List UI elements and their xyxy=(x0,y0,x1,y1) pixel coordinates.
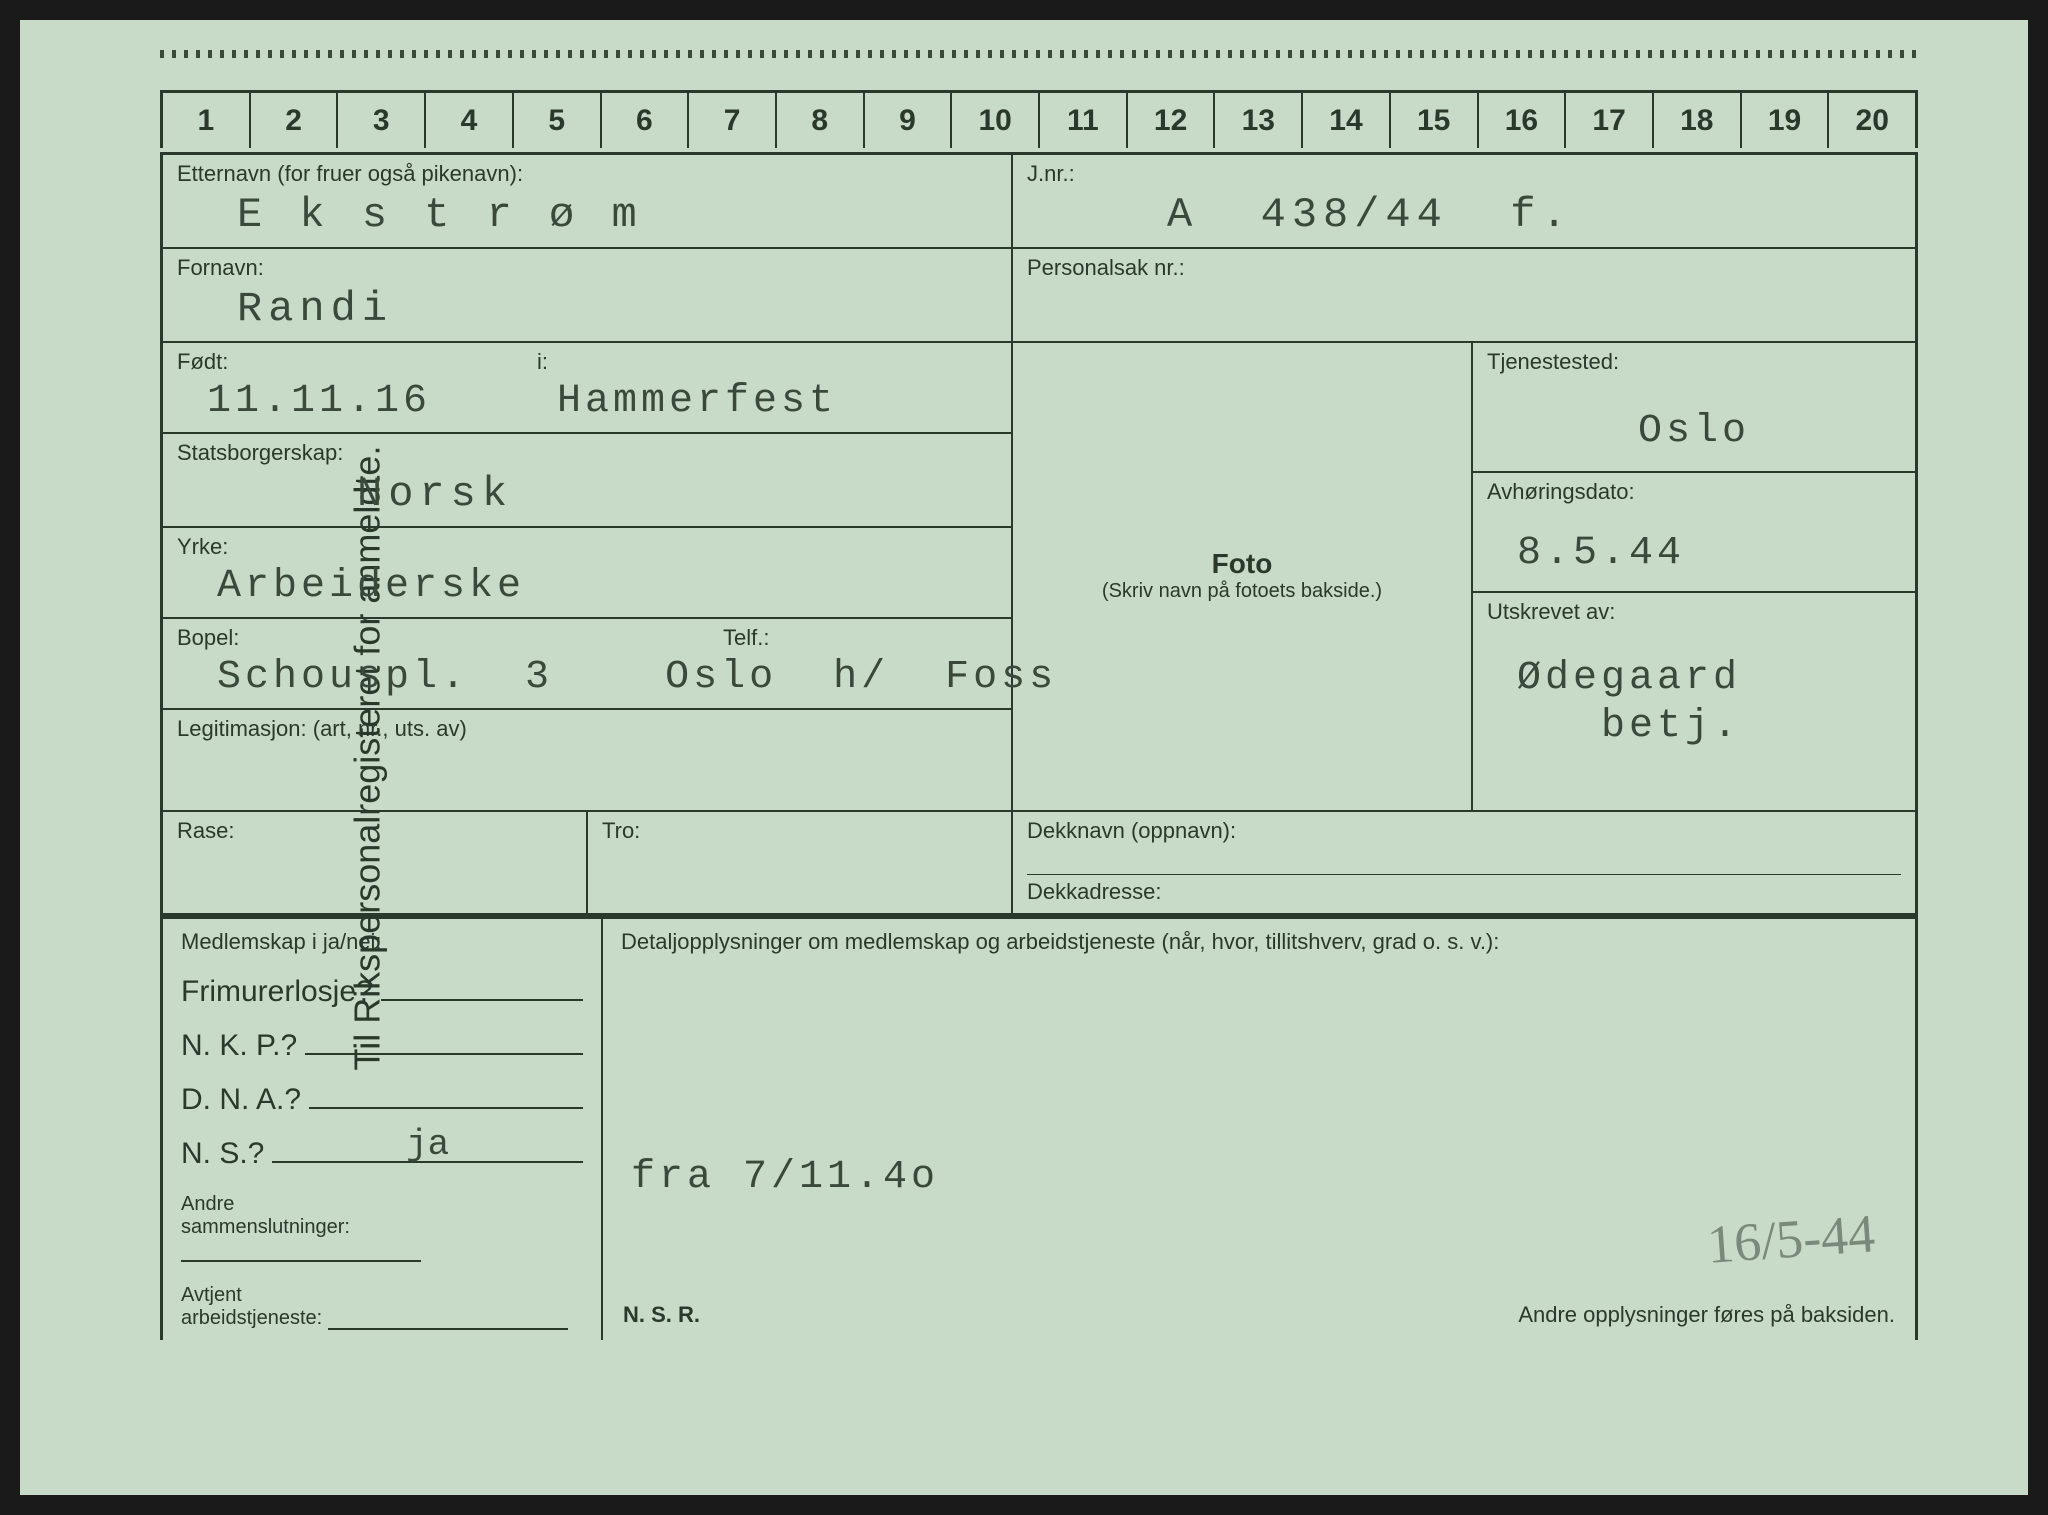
ruler-cell: 7 xyxy=(689,93,777,148)
value-utskrevet: Ødegaard betj. xyxy=(1487,625,1901,751)
label-jnr: J.nr.: xyxy=(1027,161,1901,187)
value-ns: ja xyxy=(406,1124,449,1165)
field-statsborgerskap: Statsborgerskap: Norsk xyxy=(163,434,1011,528)
value-statsborgerskap: Norsk xyxy=(177,466,997,518)
ruler-cell: 9 xyxy=(865,93,953,148)
handwritten-date: 16/5-44 xyxy=(1705,1202,1877,1276)
label-tjenestested: Tjenestested: xyxy=(1487,349,1901,375)
label-frimurerlosje: Frimurerlosje? xyxy=(181,975,373,1009)
foto-title: Foto xyxy=(1212,548,1273,580)
ruler-cell: 14 xyxy=(1303,93,1391,148)
row-dna: D. N. A.? xyxy=(181,1081,583,1117)
ruler-cell: 2 xyxy=(251,93,339,148)
label-dekknavn: Dekknavn (oppnavn): xyxy=(1027,818,1901,844)
row-avtjent: Avtjent arbeidstjeneste: xyxy=(181,1284,583,1330)
label-fornavn: Fornavn: xyxy=(177,255,997,281)
ruler-cell: 6 xyxy=(602,93,690,148)
label-statsborgerskap: Statsborgerskap: xyxy=(177,440,997,466)
field-tjenestested: Tjenestested: Oslo xyxy=(1473,343,1915,473)
foto-subtitle: (Skriv navn på fotoets bakside.) xyxy=(1102,580,1382,603)
ruler-cell: 18 xyxy=(1654,93,1742,148)
membership-section: Medlemskap i ja/nei: Frimurerlosje? N. K… xyxy=(160,916,1918,1340)
field-bopel: Bopel: Telf.: Schouspl. 3 Oslo h/ Foss xyxy=(163,619,1011,710)
registration-card: Til Rikspersonalregisteret for anmeldte.… xyxy=(20,20,2028,1495)
perforation-strip xyxy=(160,50,1918,58)
field-birthplace: i: Hammerfest xyxy=(523,343,1011,432)
value-fornavn: Randi xyxy=(177,281,997,333)
label-detaljopplysninger: Detaljopplysninger om medlemskap og arbe… xyxy=(621,929,1897,955)
field-rase: Rase: xyxy=(163,812,588,913)
ruler-cell: 15 xyxy=(1391,93,1479,148)
field-foto: Foto (Skriv navn på fotoets bakside.) xyxy=(1013,343,1473,810)
value-tjenestested: Oslo xyxy=(1487,375,1901,454)
label-bopel: Bopel: xyxy=(177,625,997,651)
label-ns: N. S.? xyxy=(181,1137,264,1171)
membership-left: Medlemskap i ja/nei: Frimurerlosje? N. K… xyxy=(163,919,603,1340)
label-tro: Tro: xyxy=(602,818,997,844)
field-etternavn: Etternavn (for fruer også pikenavn): E k… xyxy=(163,155,1013,247)
label-rase: Rase: xyxy=(177,818,572,844)
value-i: Hammerfest xyxy=(537,375,997,424)
row-ns: N. S.? ja xyxy=(181,1135,583,1171)
label-dekkadresse: Dekkadresse: xyxy=(1027,879,1901,905)
ruler-cell: 17 xyxy=(1566,93,1654,148)
ruler-cell: 8 xyxy=(777,93,865,148)
label-utskrevet: Utskrevet av: xyxy=(1487,599,1901,625)
label-nkp: N. K. P.? xyxy=(181,1029,297,1063)
ruler-cell: 1 xyxy=(163,93,251,148)
value-etternavn: E k s t r ø m xyxy=(177,187,997,239)
label-andre-samm: Andre sammenslutninger: xyxy=(181,1193,350,1238)
ruler-cell: 12 xyxy=(1128,93,1216,148)
label-etternavn: Etternavn (for fruer også pikenavn): xyxy=(177,161,997,187)
field-yrke: Yrke: Arbeiderske xyxy=(163,528,1011,619)
ruler-cell: 16 xyxy=(1479,93,1567,148)
row-andre-samm: Andre sammenslutninger: xyxy=(181,1193,583,1262)
label-yrke: Yrke: xyxy=(177,534,997,560)
label-fodt: Født: xyxy=(177,349,509,375)
value-jnr: A 438/44 f. xyxy=(1027,187,1901,239)
field-tro: Tro: xyxy=(588,812,1013,913)
value-yrke: Arbeiderske xyxy=(177,560,997,609)
label-legitimasjon: Legitimasjon: (art, nr., uts. av) xyxy=(177,716,997,742)
ruler-cell: 20 xyxy=(1829,93,1915,148)
value-ns-detail: fra 7/11.4o xyxy=(621,955,1897,1200)
field-avhoringsdato: Avhøringsdato: 8.5.44 xyxy=(1473,473,1915,593)
label-telf: Telf.: xyxy=(723,625,769,651)
membership-right: Detaljopplysninger om medlemskap og arbe… xyxy=(603,919,1915,1340)
field-legitimasjon: Legitimasjon: (art, nr., uts. av) xyxy=(163,710,1011,810)
field-utskrevet: Utskrevet av: Ødegaard betj. xyxy=(1473,593,1915,810)
field-fornavn: Fornavn: Randi xyxy=(163,249,1013,341)
field-jnr: J.nr.: A 438/44 f. xyxy=(1013,155,1915,247)
ruler-cell: 13 xyxy=(1215,93,1303,148)
ruler-cell: 4 xyxy=(426,93,514,148)
label-dna: D. N. A.? xyxy=(181,1083,301,1117)
label-personalsak: Personalsak nr.: xyxy=(1027,255,1901,281)
column-ruler: 1 2 3 4 5 6 7 8 9 10 11 12 13 14 15 16 1… xyxy=(160,90,1918,148)
form-grid: Etternavn (for fruer også pikenavn): E k… xyxy=(160,152,1918,916)
ruler-cell: 19 xyxy=(1742,93,1830,148)
ruler-cell: 10 xyxy=(952,93,1040,148)
footer-andre-oppl: Andre opplysninger føres på baksiden. xyxy=(1518,1302,1895,1328)
field-personalsak: Personalsak nr.: xyxy=(1013,249,1915,341)
field-dekknavn: Dekknavn (oppnavn): Dekkadresse: xyxy=(1013,812,1915,913)
label-avtjent: Avtjent arbeidstjeneste: xyxy=(181,1284,322,1329)
value-avhoringsdato: 8.5.44 xyxy=(1487,505,1901,576)
ruler-cell: 11 xyxy=(1040,93,1128,148)
label-i: i: xyxy=(537,349,997,375)
ruler-cell: 5 xyxy=(514,93,602,148)
field-fodt: Født: 11.11.16 xyxy=(163,343,523,432)
value-fodt: 11.11.16 xyxy=(177,375,509,424)
ruler-cell: 3 xyxy=(338,93,426,148)
value-bopel: Schouspl. 3 Oslo h/ Foss xyxy=(177,651,997,700)
footer-nsr: N. S. R. xyxy=(623,1302,700,1328)
label-avhoringsdato: Avhøringsdato: xyxy=(1487,479,1901,505)
